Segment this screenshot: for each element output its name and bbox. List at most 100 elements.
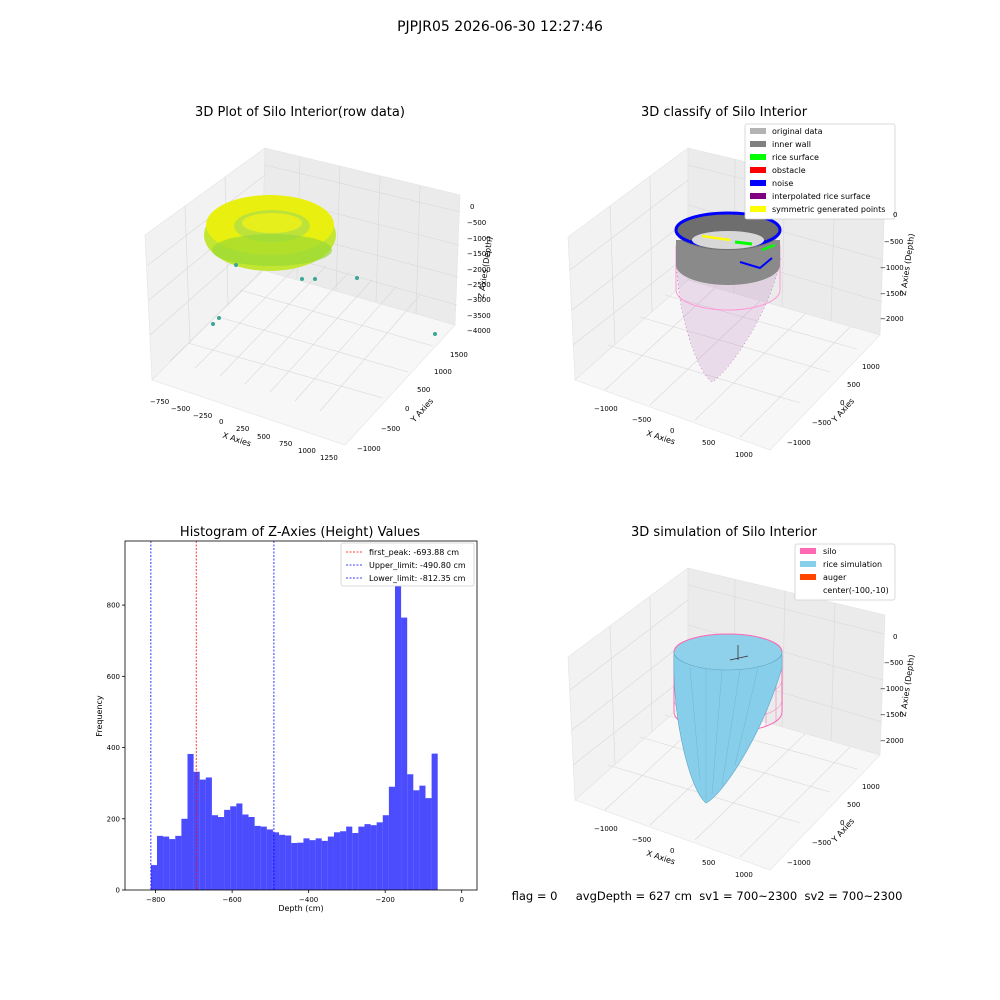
histogram-bar xyxy=(352,833,359,890)
classify-x-tick: 500 xyxy=(702,439,715,447)
histogram-legend-box xyxy=(340,542,475,587)
classify-rice-surface-points-2 xyxy=(761,243,776,252)
simulation-x-tick: 500 xyxy=(702,859,715,867)
histogram-bar xyxy=(163,836,170,890)
histogram-bar xyxy=(382,815,389,890)
raw-z-tick: −1000 xyxy=(467,235,491,243)
classify-floor-pane xyxy=(574,279,881,451)
histogram-panel: Histogram of Z-Axies (Height) Values −80… xyxy=(95,525,478,913)
raw-data-3d-panel: 3D Plot of Silo Interior(row data) xyxy=(144,105,494,462)
histogram-bar xyxy=(205,777,212,890)
raw-outlier-points xyxy=(211,263,437,336)
classify-z-tick: −500 xyxy=(884,238,903,246)
raw-panel-title: 3D Plot of Silo Interior(row data) xyxy=(195,105,405,120)
classify-z-tick: −1000 xyxy=(880,264,904,272)
histogram-bar xyxy=(218,816,225,890)
histogram-y-tick-label: 600 xyxy=(107,673,120,681)
histogram-bar xyxy=(303,838,310,890)
raw-floor-pane xyxy=(151,269,456,446)
legend-label: silo xyxy=(823,547,837,556)
histogram-legend-item: first_peak: -693.88 cm xyxy=(346,548,459,557)
histogram-bar xyxy=(431,753,438,890)
simulation-y-tick: 500 xyxy=(847,801,860,809)
raw-z-tick: −500 xyxy=(467,219,486,227)
legend-label: inner wall xyxy=(772,140,811,149)
simulation-legend: silo rice simulation auger center(-100,-… xyxy=(794,543,896,601)
histogram-bar xyxy=(211,815,219,890)
legend-label: original data xyxy=(772,127,823,136)
classify-rice-surface-points xyxy=(734,240,753,246)
histogram-y-tick-label: 0 xyxy=(116,887,120,895)
legend-label: auger xyxy=(823,573,847,582)
legend-label: center(-100,-10) xyxy=(823,586,889,595)
histogram-bar xyxy=(248,816,255,890)
histogram-bar xyxy=(199,779,206,890)
raw-z-tick: 0 xyxy=(470,203,474,211)
classify-z-tick: −1500 xyxy=(880,290,904,298)
classify-y-tick: 0 xyxy=(840,399,844,407)
histogram-bar xyxy=(370,825,377,890)
histogram-bar xyxy=(358,826,365,890)
legend-swatch xyxy=(800,561,816,567)
status-line: flag = 0 avgDepth = 627 cm sv1 = 700~230… xyxy=(512,889,903,903)
histogram-bar xyxy=(169,839,176,890)
histogram-legend-item: Lower_limit: -812.35 cm xyxy=(346,574,466,583)
histogram-bar xyxy=(230,806,237,890)
raw-z-tick: −3500 xyxy=(467,312,491,320)
histogram-x-tick-label: −400 xyxy=(299,896,318,904)
simulation-z-tick: −1500 xyxy=(880,711,904,719)
raw-x-tick: 1250 xyxy=(320,454,338,462)
raw-point-ring-lower xyxy=(212,234,332,266)
histogram-bar xyxy=(315,838,322,890)
histogram-bar xyxy=(309,840,316,890)
histogram-bar xyxy=(150,865,157,890)
classify-y-tick: 1000 xyxy=(862,363,880,371)
simulation-floor-pane xyxy=(574,699,881,871)
classify-legend-item: interpolated rice surface xyxy=(750,192,870,201)
classify-y-tick: −500 xyxy=(812,419,831,427)
histogram-x-tick-label: 0 xyxy=(459,896,463,904)
histogram-bar xyxy=(419,785,426,890)
histogram-x-axis-label: Depth (cm) xyxy=(278,904,323,913)
raw-y-tick: 0 xyxy=(405,405,409,413)
simulation-legend-item: auger xyxy=(800,573,847,582)
raw-z-ticks: 0 −500 −1000 −1500 −2000 −2500 −3000 −35… xyxy=(467,203,491,335)
classify-y-ticks: −1000 −500 0 500 1000 xyxy=(787,363,880,447)
simulation-rice-surface xyxy=(673,651,783,804)
simulation-legend-item: silo xyxy=(800,547,837,556)
raw-x-tick: 0 xyxy=(219,418,223,426)
histogram-bar xyxy=(388,786,395,890)
histogram-bar xyxy=(175,835,182,890)
histogram-bar xyxy=(272,832,280,890)
legend-label: first_peak: -693.88 cm xyxy=(369,548,459,557)
histogram-bar xyxy=(236,803,243,890)
histogram-plot-frame xyxy=(124,540,478,891)
histogram-bar xyxy=(285,835,292,890)
simulation-x-tick: 0 xyxy=(670,847,674,855)
raw-y-tick: −500 xyxy=(381,425,400,433)
legend-label: interpolated rice surface xyxy=(772,192,870,201)
raw-x-tick: −250 xyxy=(193,412,212,420)
legend-swatch xyxy=(750,206,766,212)
simulation-rice-mesh xyxy=(689,667,759,800)
classify-y-tick: 500 xyxy=(847,381,860,389)
simulation-auger xyxy=(729,645,749,661)
legend-swatch xyxy=(750,128,766,134)
histogram-title: Histogram of Z-Axies (Height) Values xyxy=(180,525,420,540)
legend-swatch xyxy=(800,574,816,580)
legend-label: symmetric generated points xyxy=(772,205,885,214)
raw-x-ticks: −750 −500 −250 0 250 500 750 1000 1250 xyxy=(150,398,338,462)
simulation-3d-panel: 3D simulation of Silo Interior xyxy=(567,525,916,879)
simulation-y-ticks: −1000 −500 0 500 1000 xyxy=(787,783,880,867)
simulation-legend-box xyxy=(794,543,896,601)
histogram-bar xyxy=(407,774,414,890)
legend-swatch xyxy=(800,548,816,554)
histogram-bar xyxy=(333,832,341,890)
histogram-y-tick-label: 400 xyxy=(107,744,120,752)
simulation-legend-item: center(-100,-10) xyxy=(823,586,889,595)
histogram-bar xyxy=(291,842,298,890)
histogram-x-tick-label: −800 xyxy=(146,896,165,904)
raw-y-tick: 500 xyxy=(417,386,430,394)
raw-gridlines xyxy=(147,156,461,412)
